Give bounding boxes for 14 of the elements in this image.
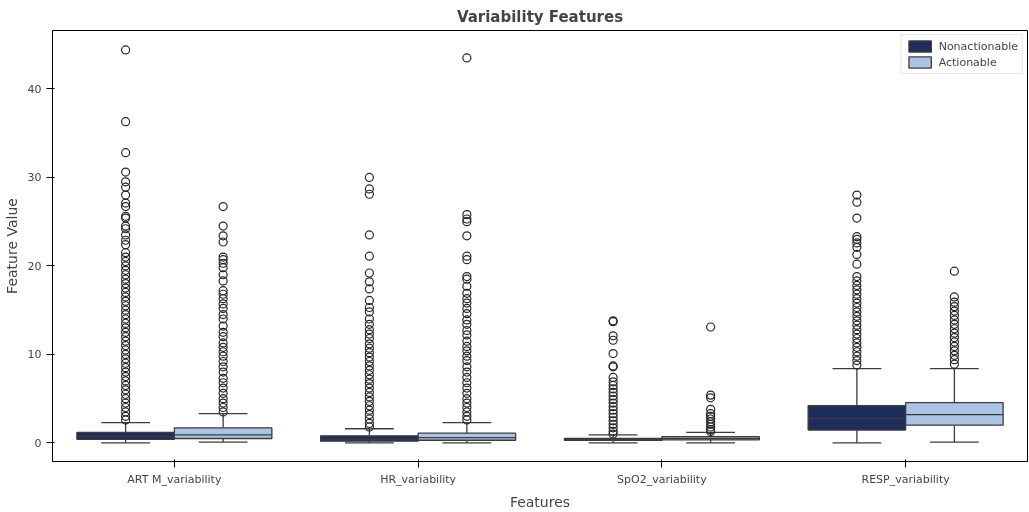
chart-title: Variability Features <box>456 7 624 26</box>
y-tick-label: 20 <box>27 259 42 273</box>
y-tick-label: 30 <box>27 171 42 185</box>
x-tick-label: ART M_variability <box>127 472 222 486</box>
x-tick-label: RESP_variability <box>861 472 951 486</box>
legend-label: Nonactionable <box>938 39 1018 53</box>
y-tick-label: 0 <box>34 436 42 450</box>
y-axis-title: Feature Value <box>3 198 20 294</box>
y-tick-label: 10 <box>27 348 42 362</box>
x-axis-title: Features <box>509 493 571 510</box>
legend-label: Actionable <box>938 55 997 69</box>
x-tick-label: SpO2_variability <box>617 472 708 486</box>
y-tick-label: 40 <box>27 82 42 96</box>
x-tick-label: HR_variability <box>380 472 457 486</box>
